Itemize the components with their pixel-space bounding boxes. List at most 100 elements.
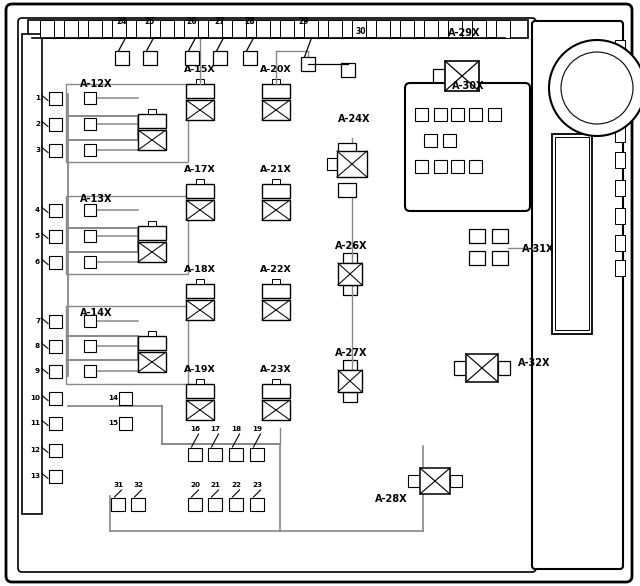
Bar	[49, 91, 61, 104]
Bar	[184, 20, 198, 38]
Bar	[112, 20, 126, 38]
Bar	[262, 284, 290, 298]
Text: 4: 4	[35, 207, 40, 213]
Bar	[424, 134, 438, 146]
Bar	[343, 392, 357, 402]
Text: 14: 14	[108, 395, 118, 401]
Bar	[488, 107, 500, 121]
Bar	[196, 179, 204, 184]
Bar	[138, 352, 166, 372]
Text: 24: 24	[116, 17, 127, 26]
Bar	[337, 151, 367, 177]
Text: A-29X: A-29X	[448, 28, 481, 38]
Text: A-13X: A-13X	[80, 194, 113, 204]
Bar	[84, 340, 96, 352]
Bar	[256, 20, 270, 38]
Bar	[472, 20, 486, 38]
Text: 17: 17	[210, 426, 220, 432]
Text: 9: 9	[35, 368, 40, 374]
Bar	[433, 159, 447, 172]
Bar	[450, 475, 462, 487]
Bar	[148, 331, 156, 336]
Bar	[196, 279, 204, 284]
Bar	[186, 384, 214, 398]
Bar	[84, 144, 96, 156]
Bar	[615, 70, 625, 86]
Bar	[229, 498, 243, 510]
Bar	[420, 468, 450, 494]
Bar	[160, 20, 174, 38]
Bar	[49, 417, 61, 430]
Bar	[186, 84, 214, 98]
Text: A-12X: A-12X	[80, 79, 113, 89]
Bar	[88, 20, 102, 38]
Text: 20: 20	[190, 482, 200, 488]
Bar	[49, 255, 61, 268]
Text: 25: 25	[145, 17, 155, 26]
Bar	[143, 51, 157, 65]
Bar	[131, 498, 145, 510]
Text: 19: 19	[252, 426, 262, 432]
Text: A-26X: A-26X	[335, 241, 367, 251]
Bar	[327, 158, 337, 170]
Bar	[186, 100, 214, 120]
Text: 6: 6	[35, 259, 40, 265]
Bar	[49, 203, 61, 216]
Bar	[208, 20, 222, 38]
Bar	[615, 40, 625, 56]
Bar	[49, 364, 61, 377]
Bar	[442, 134, 456, 146]
Bar	[84, 315, 96, 327]
Text: A-15X: A-15X	[184, 65, 216, 74]
Bar	[138, 226, 166, 240]
Bar	[280, 20, 294, 38]
Text: 13: 13	[30, 473, 40, 479]
Bar	[433, 69, 445, 83]
Bar	[615, 98, 625, 114]
Bar	[272, 379, 280, 384]
Text: 10: 10	[30, 395, 40, 401]
Bar	[492, 251, 508, 265]
Bar	[186, 400, 214, 420]
Bar	[49, 230, 61, 243]
Bar	[28, 20, 528, 38]
Bar	[341, 63, 355, 77]
Bar	[343, 360, 357, 370]
Circle shape	[549, 40, 640, 136]
Text: 18: 18	[231, 426, 241, 432]
Bar	[49, 118, 61, 131]
Bar	[615, 126, 625, 142]
Bar	[301, 57, 315, 71]
Bar	[408, 475, 420, 487]
Text: 30: 30	[356, 26, 367, 36]
Text: 29: 29	[299, 17, 309, 26]
Text: A-20X: A-20X	[260, 65, 292, 74]
Bar	[49, 315, 61, 328]
Circle shape	[561, 52, 633, 124]
Bar	[338, 143, 356, 157]
Bar	[262, 184, 290, 198]
Text: A-31X: A-31X	[522, 244, 554, 254]
Bar	[466, 354, 498, 382]
Bar	[84, 118, 96, 130]
Text: 15: 15	[108, 420, 118, 426]
Bar	[433, 107, 447, 121]
Bar	[138, 130, 166, 150]
Bar	[208, 498, 222, 510]
Bar	[49, 339, 61, 353]
Bar	[262, 100, 290, 120]
FancyBboxPatch shape	[532, 21, 623, 569]
Bar	[469, 229, 485, 243]
Bar	[49, 469, 61, 482]
Text: 1: 1	[35, 95, 40, 101]
Text: A-30X: A-30X	[452, 81, 484, 91]
Bar	[138, 242, 166, 262]
Bar	[186, 200, 214, 220]
Bar	[84, 204, 96, 216]
Bar	[615, 260, 625, 276]
Text: 2: 2	[35, 121, 40, 127]
Text: A-28X: A-28X	[375, 494, 408, 504]
Bar	[40, 20, 54, 38]
Text: A-23X: A-23X	[260, 365, 292, 374]
Bar	[118, 391, 131, 404]
